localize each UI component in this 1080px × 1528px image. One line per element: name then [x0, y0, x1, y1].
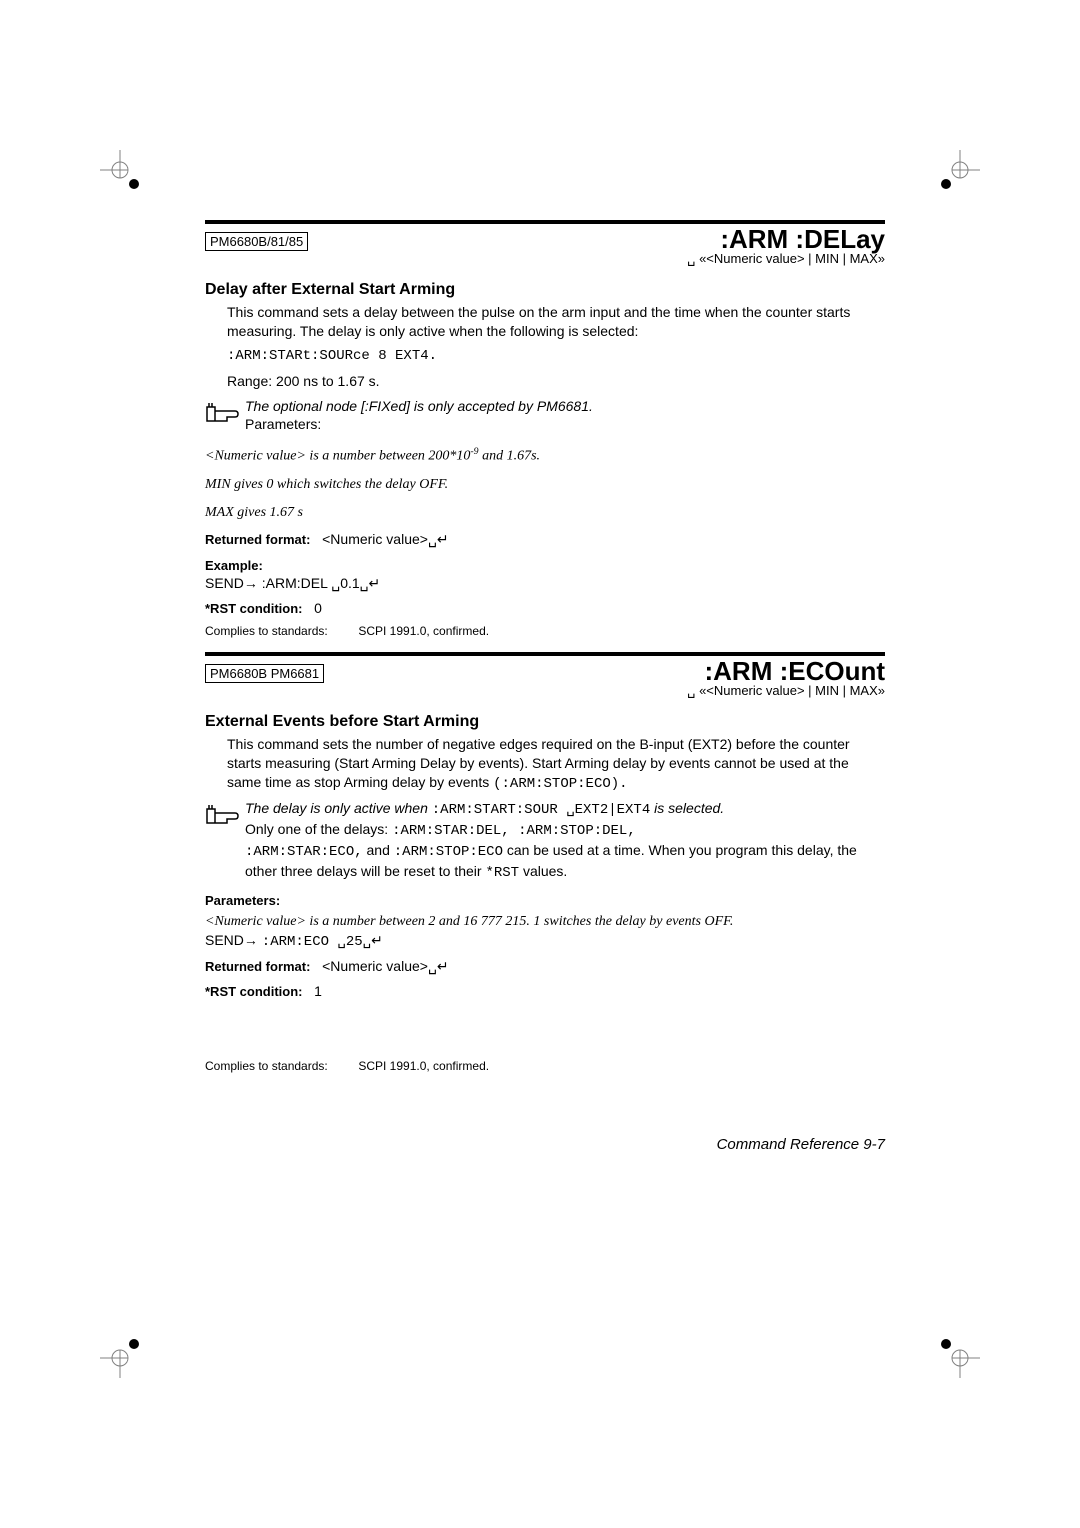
- page-footer: Command Reference 9-7: [717, 1136, 885, 1153]
- model-box: PM6680B/81/85: [205, 232, 308, 251]
- page-content: PM6680B/81/85 :ARM :DELay «<Numeric valu…: [205, 220, 885, 1073]
- command-header-1: PM6680B/81/85 :ARM :DELay «<Numeric valu…: [205, 226, 885, 267]
- note-block: The optional node [:FIXed] is only accep…: [205, 397, 885, 434]
- crop-mark-tl: [100, 150, 140, 190]
- command-syntax: «<Numeric value> | MIN | MAX»: [687, 683, 885, 699]
- example-line: SEND :ARM:DEL 0.1: [205, 575, 885, 592]
- section-heading: Delay after External Start Arming: [205, 281, 885, 299]
- range-line: Range: 200 ns to 1.67 s.: [227, 372, 885, 391]
- divider: [205, 652, 885, 656]
- hand-icon: [205, 399, 239, 434]
- param-numeric: <Numeric value> is a number between 2 an…: [205, 914, 885, 930]
- hand-icon: [205, 801, 239, 836]
- code-line: :ARM:STARt:SOURce 8 EXT4.: [227, 347, 885, 366]
- note-text: The delay is only active when :ARM:START…: [245, 799, 885, 820]
- note-text: The optional node [:FIXed] is only accep…: [245, 397, 885, 416]
- description: This command sets a delay between the pu…: [227, 303, 885, 341]
- crop-mark-bl: [100, 1338, 140, 1378]
- complies-line: Complies to standards: SCPI 1991.0, conf…: [205, 1059, 885, 1073]
- rst-condition: *RST condition: 0: [205, 600, 885, 616]
- description: This command sets the number of negative…: [227, 735, 885, 794]
- command-syntax: «<Numeric value> | MIN | MAX»: [687, 251, 885, 267]
- section-heading: External Events before Start Arming: [205, 713, 885, 731]
- crop-mark-br: [940, 1338, 980, 1378]
- model-box: PM6680B PM6681: [205, 664, 324, 683]
- command-header-2: PM6680B PM6681 :ARM :ECOunt «<Numeric va…: [205, 658, 885, 699]
- command-title: :ARM :ECOunt: [687, 658, 885, 685]
- param-numeric: <Numeric value> is a number between 200*…: [205, 446, 885, 465]
- example-label: Example:: [205, 558, 885, 573]
- crop-mark-tr: [940, 150, 980, 190]
- returned-format: Returned format: <Numeric value>: [205, 958, 885, 975]
- complies-line: Complies to standards: SCPI 1991.0, conf…: [205, 624, 885, 638]
- param-max: MAX gives 1.67 s: [205, 505, 885, 521]
- params-label: Parameters:: [245, 416, 885, 432]
- command-title: :ARM :DELay: [687, 226, 885, 253]
- note-block: The delay is only active when :ARM:START…: [205, 799, 885, 883]
- only-one-text: Only one of the delays: :ARM:STAR:DEL, :…: [245, 820, 885, 883]
- rst-condition: *RST condition: 1: [205, 983, 885, 999]
- param-min: MIN gives 0 which switches the delay OFF…: [205, 477, 885, 493]
- returned-format: Returned format: <Numeric value>: [205, 531, 885, 548]
- params-label: Parameters:: [205, 893, 885, 908]
- example-line: SEND :ARM:ECO 25: [205, 932, 885, 950]
